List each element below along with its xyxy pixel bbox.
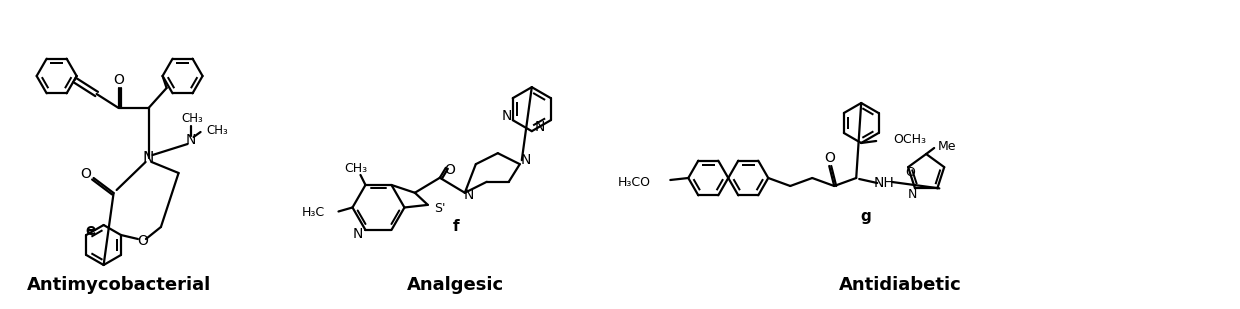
Text: O: O [823, 151, 835, 165]
Text: g: g [861, 209, 872, 223]
Text: N: N [908, 188, 916, 201]
Text: H₃C: H₃C [301, 206, 325, 219]
Text: N: N [464, 188, 474, 202]
Text: Antidiabetic: Antidiabetic [838, 276, 961, 294]
Text: e: e [86, 222, 95, 238]
Text: O: O [444, 163, 455, 177]
Text: CH₃: CH₃ [182, 112, 203, 125]
Text: O: O [138, 234, 149, 248]
Text: S': S' [434, 202, 445, 215]
Text: N: N [352, 227, 362, 241]
Text: N: N [186, 133, 196, 147]
Text: Antimycobacterial: Antimycobacterial [26, 276, 211, 294]
Text: O: O [905, 166, 915, 179]
Text: CH₃: CH₃ [207, 124, 228, 137]
Text: NH: NH [874, 176, 894, 190]
Text: H₃CO: H₃CO [618, 176, 650, 188]
Text: O: O [81, 167, 91, 181]
Text: Me: Me [939, 139, 957, 153]
Text: Analgesic: Analgesic [407, 276, 503, 294]
Text: CH₃: CH₃ [343, 163, 367, 176]
Text: f: f [453, 219, 459, 235]
Text: N: N [534, 120, 544, 134]
Text: O: O [113, 73, 124, 87]
Text: N: N [143, 150, 154, 166]
Text: OCH₃: OCH₃ [893, 133, 926, 146]
Text: N: N [501, 109, 512, 123]
Text: N: N [521, 153, 531, 167]
